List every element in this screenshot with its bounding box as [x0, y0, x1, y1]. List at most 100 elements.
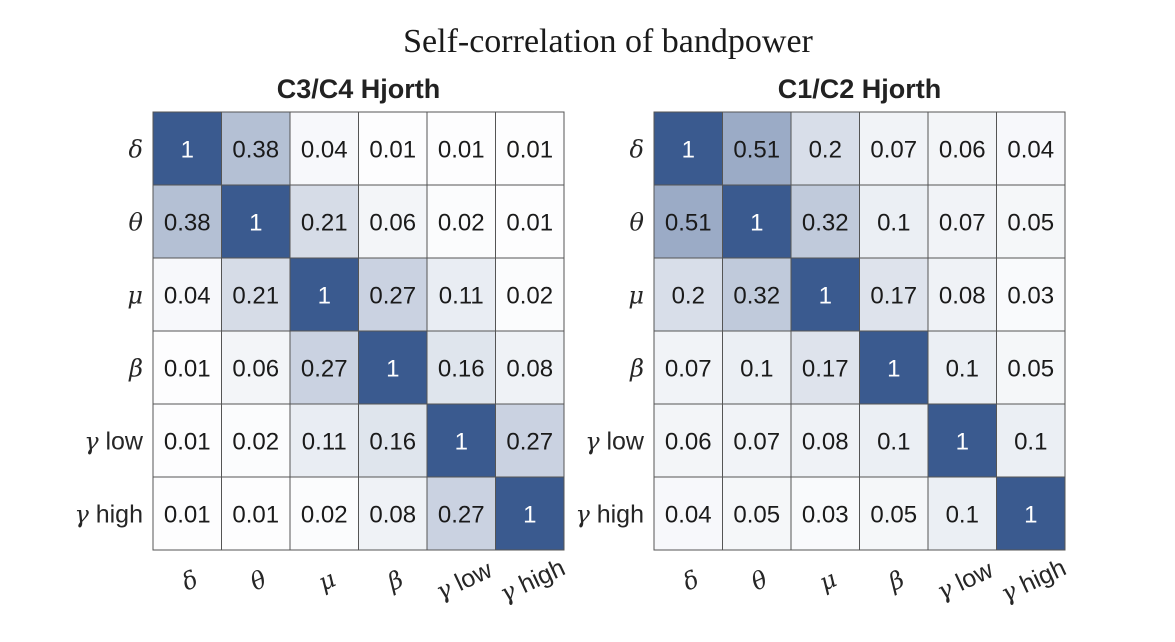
heatmap-cell — [289, 403, 359, 478]
heatmap-cell — [495, 476, 565, 551]
heatmap-cell — [996, 184, 1066, 259]
y-tick-label: δ — [630, 136, 644, 164]
cell-value-label: 0.2 — [672, 283, 705, 310]
cell-value-label: 0.17 — [802, 356, 849, 383]
panel-title: C3/C4 Hjorth — [277, 74, 441, 104]
heatmap-cell — [358, 111, 428, 186]
heatmap-cell — [653, 111, 723, 186]
heatmap-cell — [859, 403, 929, 478]
cell-value-label: 0.1 — [946, 502, 979, 529]
cell-value-label: 0.38 — [164, 210, 211, 237]
cell-value-label: 0.01 — [438, 137, 485, 164]
heatmap-cell — [996, 257, 1066, 332]
cell-value-label: 0.04 — [301, 137, 348, 164]
cell-value-label: 0.08 — [506, 356, 553, 383]
cell-value-label: 0.08 — [802, 429, 849, 456]
heatmap-cell — [426, 476, 496, 551]
y-tick-label: μ — [628, 282, 644, 310]
cell-value-label: 0.01 — [164, 429, 211, 456]
cell-value-label: 0.1 — [877, 210, 910, 237]
heatmap-cell — [426, 330, 496, 405]
heatmap-cell — [927, 184, 997, 259]
cell-value-label: 0.04 — [1007, 137, 1054, 164]
heatmap-cell — [790, 257, 860, 332]
heatmap-cell — [722, 111, 792, 186]
cell-value-label: 0.02 — [438, 210, 485, 237]
cell-value-label: 0.01 — [164, 356, 211, 383]
cell-value-label: 0.05 — [733, 502, 780, 529]
cell-value-label: 0.03 — [802, 502, 849, 529]
x-tick-label: γ low — [932, 555, 998, 606]
cell-value-label: 0.27 — [506, 429, 553, 456]
cell-value-label: 0.02 — [232, 429, 279, 456]
heatmap-cell — [152, 476, 222, 551]
cell-value-label: 0.01 — [164, 502, 211, 529]
cell-value-label: 0.51 — [733, 137, 780, 164]
cell-value-label: 0.32 — [733, 283, 780, 310]
heatmap-cell — [152, 403, 222, 478]
heatmap-cell — [722, 330, 792, 405]
heatmap-cell — [653, 184, 723, 259]
heatmap-cell — [221, 330, 291, 405]
cell-value-label: 1 — [956, 429, 969, 456]
cell-value-label: 0.08 — [369, 502, 416, 529]
cell-value-label: 0.1 — [877, 429, 910, 456]
heatmap-cell — [495, 403, 565, 478]
heatmap-cell — [859, 476, 929, 551]
heatmap-cell — [722, 476, 792, 551]
heatmap-cell — [152, 111, 222, 186]
heatmap-cell — [790, 111, 860, 186]
heatmap-cell — [653, 476, 723, 551]
cell-value-label: 0.21 — [232, 283, 279, 310]
cell-value-label: 0.08 — [939, 283, 986, 310]
y-tick-label: γ high — [575, 501, 644, 529]
x-tick-label: β — [382, 565, 407, 597]
heatmap-cell — [152, 330, 222, 405]
heatmap-cell — [221, 184, 291, 259]
heatmap-cell — [221, 111, 291, 186]
cell-value-label: 0.1 — [1014, 429, 1047, 456]
cell-value-label: 0.27 — [301, 356, 348, 383]
cell-value-label: 0.16 — [438, 356, 485, 383]
y-tick-label: β — [128, 355, 143, 383]
x-tick-label: θ — [747, 565, 772, 597]
cell-value-label: 0.51 — [665, 210, 712, 237]
heatmap-cell — [996, 403, 1066, 478]
cell-value-label: 0.02 — [301, 502, 348, 529]
heatmap-cell — [358, 184, 428, 259]
heatmap-cell — [653, 330, 723, 405]
cell-value-label: 0.06 — [939, 137, 986, 164]
x-tick-label: δ — [177, 565, 202, 596]
cell-value-label: 1 — [249, 210, 262, 237]
cell-value-label: 0.21 — [301, 210, 348, 237]
cell-value-label: 0.05 — [1007, 210, 1054, 237]
heatmap-cell — [358, 476, 428, 551]
heatmap-cell — [495, 111, 565, 186]
cell-value-label: 1 — [455, 429, 468, 456]
cell-value-label: 0.07 — [733, 429, 780, 456]
cell-value-label: 1 — [386, 356, 399, 383]
x-tick-label: δ — [678, 565, 703, 596]
y-tick-label: δ — [129, 136, 143, 164]
heatmap-cell — [996, 476, 1066, 551]
heatmap-cell — [495, 184, 565, 259]
heatmap-cell — [358, 403, 428, 478]
heatmap-cell — [289, 111, 359, 186]
cell-value-label: 0.03 — [1007, 283, 1054, 310]
y-tick-label: γ high — [74, 501, 143, 529]
cell-value-label: 0.11 — [439, 283, 484, 310]
cell-value-label: 0.07 — [870, 137, 917, 164]
heatmap-cell — [495, 257, 565, 332]
cell-value-label: 0.27 — [438, 502, 485, 529]
cell-value-label: 0.06 — [232, 356, 279, 383]
heatmap-cell — [722, 257, 792, 332]
heatmap-cell — [996, 111, 1066, 186]
cell-value-label: 1 — [318, 283, 331, 310]
y-tick-label: μ — [127, 282, 143, 310]
heatmap-cell — [426, 257, 496, 332]
x-tick-label: θ — [246, 565, 271, 597]
heatmap-cell — [927, 257, 997, 332]
cell-value-label: 0.01 — [369, 137, 416, 164]
cell-value-label: 0.1 — [946, 356, 979, 383]
x-tick-label: β — [883, 565, 908, 597]
